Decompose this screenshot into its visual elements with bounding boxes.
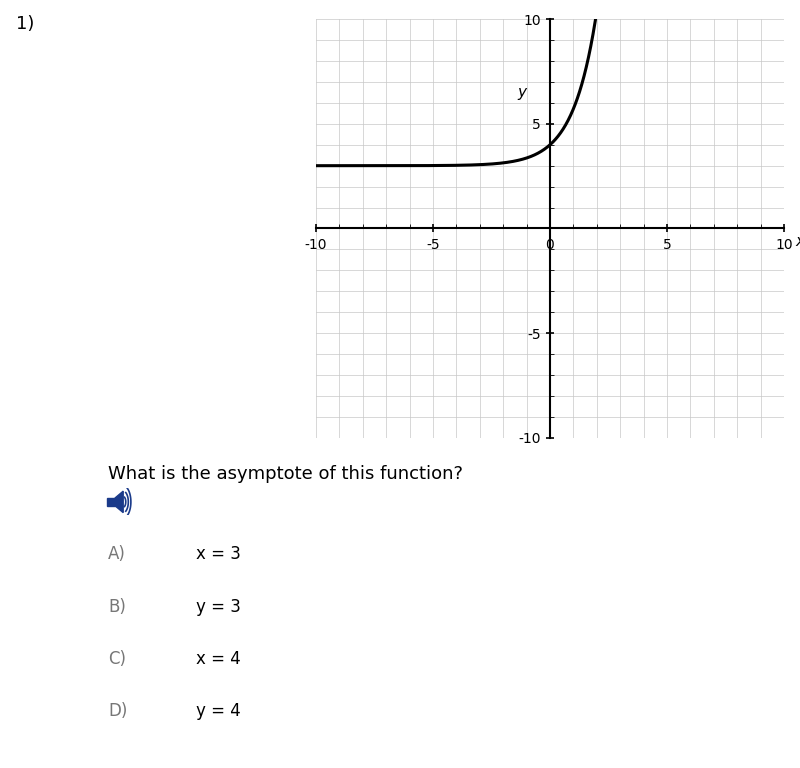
Text: 1): 1) [16,15,34,33]
Text: y = 4: y = 4 [196,702,241,720]
Polygon shape [107,498,115,506]
Polygon shape [115,492,123,513]
Text: x = 3: x = 3 [196,545,241,563]
Text: y: y [518,85,526,100]
Text: x = 4: x = 4 [196,650,241,667]
Text: A): A) [108,545,126,563]
Text: B): B) [108,598,126,615]
Text: What is the asymptote of this function?: What is the asymptote of this function? [108,465,463,482]
Text: x: x [796,233,800,249]
Text: y = 3: y = 3 [196,598,241,615]
Text: C): C) [108,650,126,667]
Text: D): D) [108,702,127,720]
